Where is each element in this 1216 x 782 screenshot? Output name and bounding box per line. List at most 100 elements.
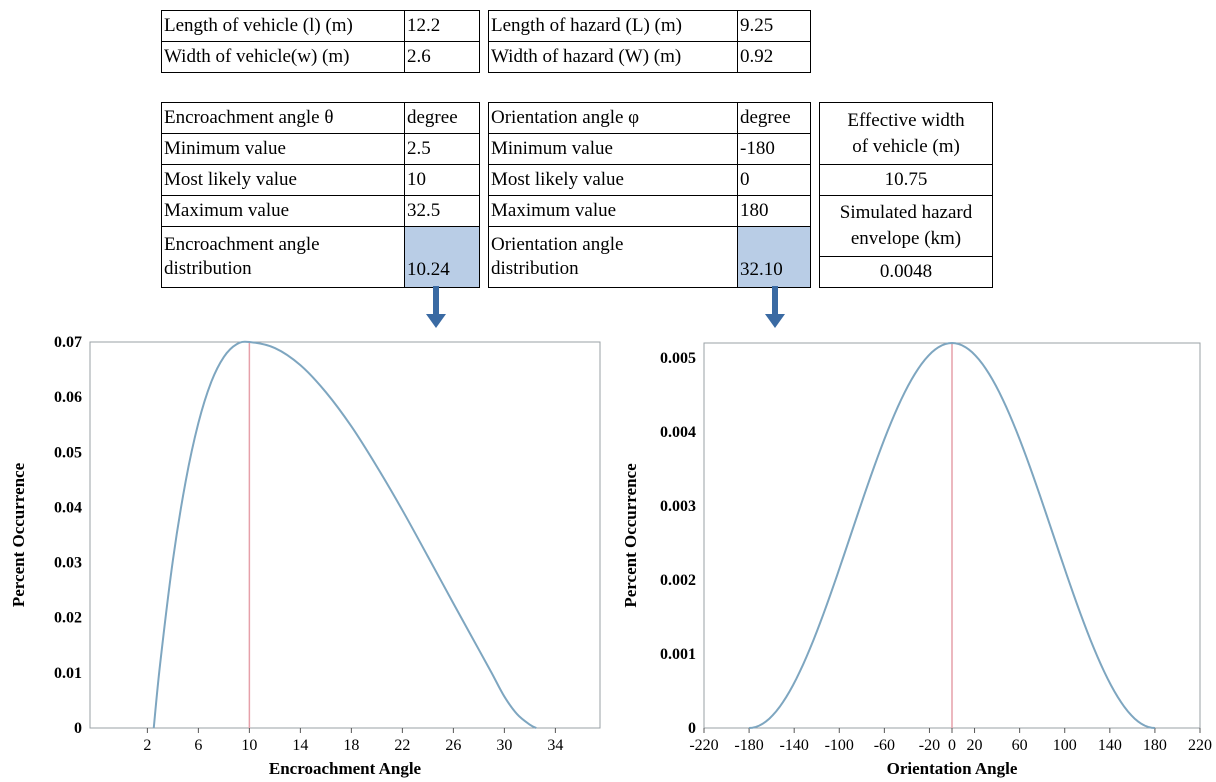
orientation-distribution-label-line2: distribution <box>491 258 579 279</box>
table-cell: -180 <box>737 133 811 165</box>
x-tick-label: 6 <box>194 737 202 754</box>
effective-width-label-line1: Effective width <box>847 109 965 131</box>
table-cell: Maximum value <box>161 195 405 227</box>
table-cell: 180 <box>737 195 811 227</box>
hazard-envelope-value-cell: 0.0048 <box>819 256 993 288</box>
table-cell: Most likely value <box>161 164 405 196</box>
x-tick-label: 180 <box>1143 737 1167 754</box>
x-tick-label: 140 <box>1098 737 1122 754</box>
table-cell: 0 <box>737 164 811 196</box>
table-gap <box>479 195 489 227</box>
table-gap <box>479 164 489 196</box>
table-cell: 2.6 <box>404 41 480 73</box>
x-axis-label: Encroachment Angle <box>269 759 422 778</box>
effective-width-label-cell: Effective width of vehicle (m) <box>819 102 993 165</box>
x-tick-label: 26 <box>445 737 461 754</box>
x-tick-label: -180 <box>734 737 763 754</box>
table-cell: 10 <box>404 164 480 196</box>
table-cell: Width of vehicle(w) (m) <box>161 41 405 73</box>
orientation-angle-chart: 0 0.001 0.002 0.003 0.004 0.005 -220 -180 -140 -1… <box>621 341 1212 778</box>
x-tick-label: 2 <box>143 737 151 754</box>
x-tick-label: 22 <box>394 737 410 754</box>
effective-width-value-cell: 10.75 <box>819 164 993 196</box>
y-tick-label: 0.04 <box>54 499 82 516</box>
table-gap <box>810 195 820 227</box>
y-tick-label: 0.003 <box>660 498 696 515</box>
table-row: Encroachment angle distribution 10.24 Or… <box>161 226 993 288</box>
table-row: Maximum value 32.5 Maximum value 180 Sim… <box>161 195 993 257</box>
x-tick-label: 10 <box>241 737 257 754</box>
x-tick-label: -100 <box>825 737 854 754</box>
x-tick-label: 18 <box>343 737 359 754</box>
table-gap <box>810 226 820 288</box>
y-tick-label: 0.05 <box>54 444 82 461</box>
table-header-cell: Orientation angle φ <box>488 102 738 134</box>
effective-width-label-line2: of vehicle (m) <box>852 135 960 157</box>
table-cell: 32.5 <box>404 195 480 227</box>
orientation-distribution-label-line1: Orientation angle <box>491 234 624 255</box>
table-cell: 0.92 <box>737 41 811 73</box>
x-tick-label: -60 <box>874 737 895 754</box>
x-tick-label: 60 <box>1012 737 1028 754</box>
y-tick-label: 0.01 <box>54 665 82 682</box>
table-cell: 9.25 <box>737 10 811 42</box>
encroachment-distribution-value-cell: 10.24 <box>404 226 480 288</box>
angle-parameters-table: Encroachment angle θ degree Orientation … <box>161 102 993 288</box>
x-tick-label: -220 <box>689 737 718 754</box>
y-tick-label: 0 <box>74 720 82 737</box>
table-row: Length of vehicle (l) (m) 12.2 Length of… <box>161 10 811 42</box>
x-tick-label: 100 <box>1053 737 1077 754</box>
down-arrow-icon <box>426 286 446 328</box>
y-axis-label: Percent Occurrence <box>9 462 28 607</box>
orientation-distribution-label-cell: Orientation angle distribution <box>488 226 738 288</box>
table-cell: 2.5 <box>404 133 480 165</box>
x-tick-label: 20 <box>967 737 983 754</box>
encroachment-distribution-label-line2: distribution <box>164 258 252 279</box>
table-header-cell: degree <box>404 102 480 134</box>
x-tick-label: 220 <box>1188 737 1212 754</box>
encroachment-distribution-label-line1: Encroachment angle <box>164 234 320 255</box>
table-cell: 12.2 <box>404 10 480 42</box>
table-header-cell: degree <box>737 102 811 134</box>
y-tick-label: 0 <box>688 720 696 737</box>
table-header-cell: Encroachment angle θ <box>161 102 405 134</box>
x-tick-label: 0 <box>948 737 956 754</box>
table-cell: Width of hazard (W) (m) <box>488 41 738 73</box>
table-gap <box>479 133 489 165</box>
y-tick-label: 0.005 <box>660 350 696 367</box>
table-gap <box>479 102 489 134</box>
table-gap <box>479 41 489 73</box>
y-tick-label: 0.002 <box>660 572 696 589</box>
encroachment-angle-chart: 00.010.020.030.040.050.060.072 6 10 14 18 22 2… <box>9 334 601 778</box>
x-tick-label: 34 <box>547 737 563 754</box>
table-cell: Length of vehicle (l) (m) <box>161 10 405 42</box>
x-axis-label: Orientation Angle <box>887 759 1018 778</box>
hazard-envelope-label-cell: Simulated hazard envelope (km) <box>819 195 993 257</box>
x-tick-label: -140 <box>780 737 809 754</box>
table-gap <box>810 164 820 196</box>
orientation-distribution-value-cell: 32.10 <box>737 226 811 288</box>
distribution-curve <box>152 340 537 729</box>
table-cell: Minimum value <box>488 133 738 165</box>
table-row: Most likely value 10 Most likely value 0… <box>161 164 993 196</box>
table-gap <box>810 133 820 165</box>
table-cell: Most likely value <box>488 164 738 196</box>
table-gap <box>479 226 489 288</box>
table-cell: Minimum value <box>161 133 405 165</box>
y-tick-label: 0.06 <box>54 389 82 406</box>
encroachment-distribution-label-cell: Encroachment angle distribution <box>161 226 405 288</box>
y-axis-label: Percent Occurrence <box>621 463 640 608</box>
table-gap <box>479 10 489 42</box>
distribution-curve <box>749 341 1155 729</box>
table-cell: Length of hazard (L) (m) <box>488 10 738 42</box>
table-gap <box>810 102 820 134</box>
hazard-envelope-label-line1: Simulated hazard <box>839 202 973 223</box>
x-tick-label: -20 <box>919 737 940 754</box>
y-tick-label: 0.03 <box>54 555 82 572</box>
table-row: Width of vehicle(w) (m) 2.6 Width of haz… <box>161 41 811 73</box>
hazard-envelope-label-line2: envelope (km) <box>850 228 962 249</box>
y-tick-label: 0.001 <box>660 646 696 663</box>
x-tick-label: 30 <box>496 737 512 754</box>
y-tick-label: 0.02 <box>54 610 82 627</box>
plot-frame <box>89 341 601 729</box>
